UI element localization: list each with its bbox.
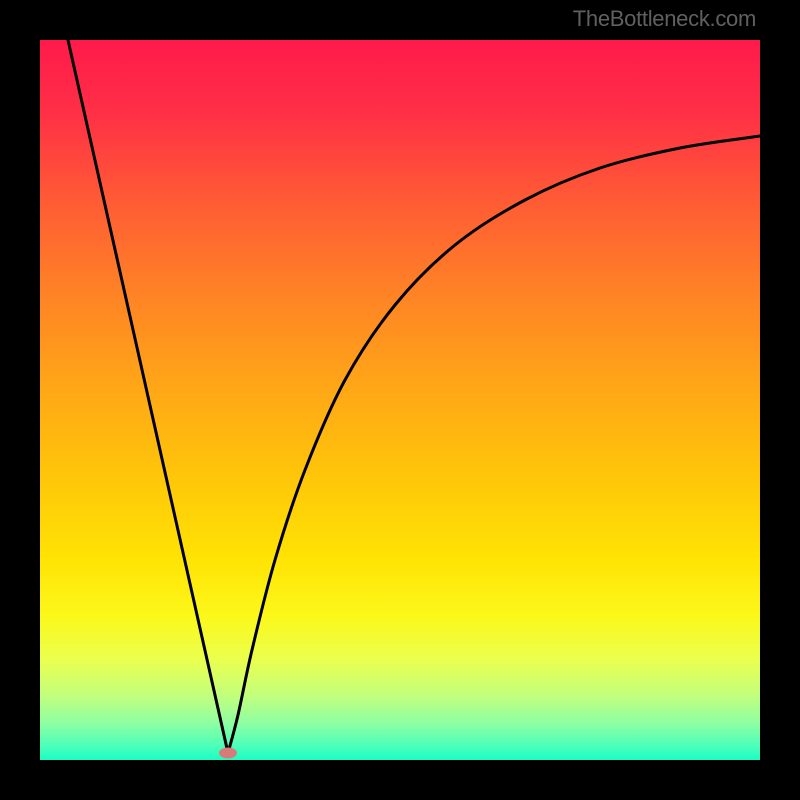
plot-area	[40, 40, 760, 760]
minimum-marker	[219, 748, 237, 759]
watermark-text: TheBottleneck.com	[573, 6, 756, 32]
bottleneck-chart	[40, 40, 760, 760]
